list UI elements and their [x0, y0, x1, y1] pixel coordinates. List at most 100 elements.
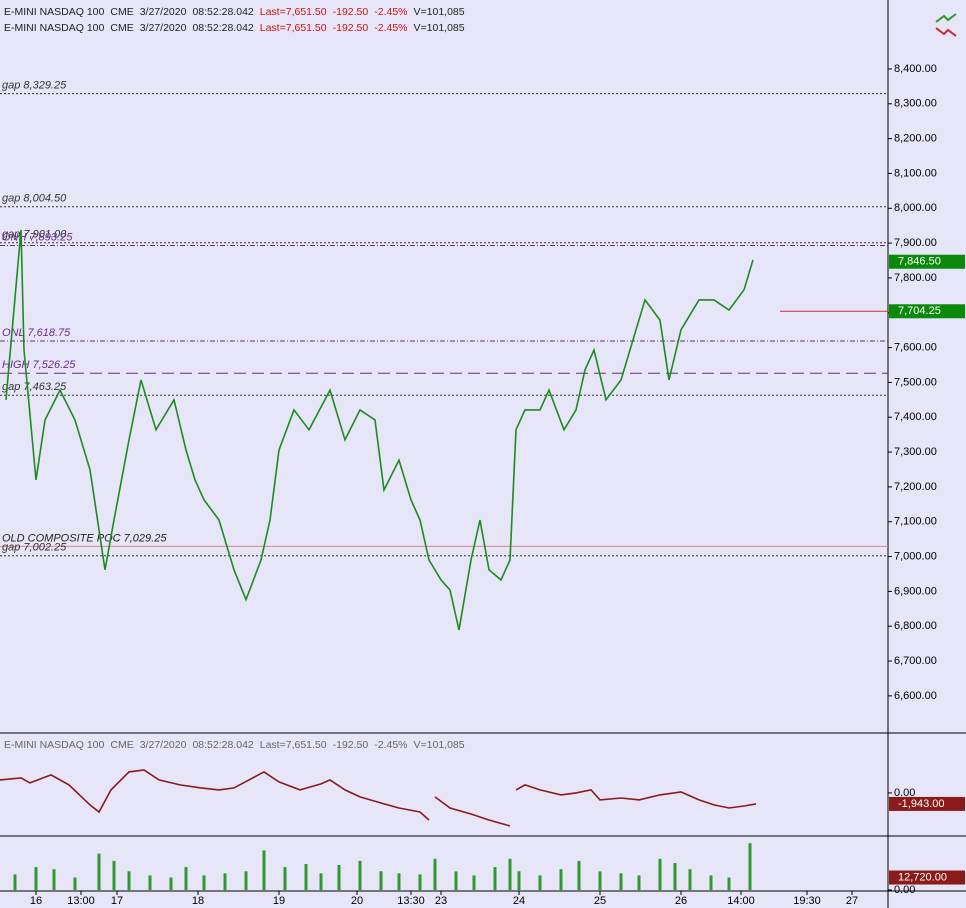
y-tick-label: 6,600.00 — [894, 690, 937, 702]
header-pct: -2.45% — [374, 22, 407, 34]
x-tick-label: 18 — [192, 895, 204, 907]
price-tag-label: -1,943.00 — [898, 798, 944, 810]
volume-bar — [598, 871, 602, 890]
volume-bar — [148, 875, 152, 890]
x-tick-label: 24 — [513, 895, 525, 907]
volume-bar — [658, 858, 662, 890]
volume-bar — [73, 877, 77, 890]
y-tick-label: 8,400.00 — [894, 63, 937, 75]
level-label: gap 7,901.00 — [2, 229, 67, 241]
header-last: Last=7,651.50 — [260, 22, 327, 34]
volume-bar — [418, 874, 422, 890]
header-change: -192.50 — [333, 22, 369, 34]
x-tick-label: 20 — [351, 895, 363, 907]
y-tick-label: 7,300.00 — [894, 446, 937, 458]
volume-bar — [202, 875, 206, 890]
x-tick-label: 23 — [435, 895, 447, 907]
x-tick-label: 16 — [30, 895, 42, 907]
y-tick-label: 7,500.00 — [894, 376, 937, 388]
y-tick-label: 0.00 — [894, 787, 915, 799]
y-tick-label: 7,400.00 — [894, 411, 937, 423]
volume-bar — [619, 873, 623, 890]
series-line — [0, 769, 757, 827]
header-date: 3/27/2020 — [140, 22, 187, 34]
volume-bar — [358, 860, 362, 890]
y-tick-label: 0.00 — [894, 884, 915, 896]
x-tick-label: 13:30 — [397, 895, 425, 907]
x-tick-label: 19 — [273, 895, 285, 907]
header-symbol: E-MINI NASDAQ 100 — [4, 22, 105, 34]
header-volume: V=101,085 — [414, 6, 465, 18]
volume-bar — [508, 858, 512, 890]
volume-bar — [673, 862, 677, 890]
y-tick-label: 7,100.00 — [894, 516, 937, 528]
y-tick-label: 8,200.00 — [894, 133, 937, 145]
x-tick-label: 14:00 — [727, 895, 755, 907]
x-tick-label: 13:00 — [67, 895, 95, 907]
y-tick-label: 7,600.00 — [894, 341, 937, 353]
y-tick-label: 8,000.00 — [894, 202, 937, 214]
level-label: OLD COMPOSITE POC 7,029.25 — [2, 532, 167, 544]
header-pct: -2.45% — [374, 739, 407, 751]
level-label: HIGH 7,526.25 — [2, 359, 76, 371]
volume-bar — [319, 873, 323, 890]
volume-bar — [337, 865, 341, 890]
volume-bar — [577, 860, 581, 890]
header-volume: V=101,085 — [414, 22, 465, 34]
volume-bar — [748, 843, 752, 890]
y-tick-label: 7,000.00 — [894, 550, 937, 562]
header-exchange: CME — [110, 739, 133, 751]
header-last: Last=7,651.50 — [260, 739, 327, 751]
volume-bar — [454, 871, 458, 890]
header-time: 08:52:28.042 — [192, 6, 253, 18]
header-exchange: CME — [110, 22, 133, 34]
level-label: ONL 7,618.75 — [2, 327, 71, 339]
y-tick-label: 6,800.00 — [894, 620, 937, 632]
y-tick-label: 6,700.00 — [894, 655, 937, 667]
volume-bar — [493, 867, 497, 890]
level-label: ONH 7,893.25 — [2, 231, 73, 243]
volume-bar — [112, 860, 116, 890]
y-tick-label: 7,800.00 — [894, 272, 937, 284]
header-symbol: E-MINI NASDAQ 100 — [4, 739, 105, 751]
header-exchange: CME — [110, 6, 133, 18]
x-tick-label: 19:30 — [793, 895, 821, 907]
header-volume: V=101,085 — [414, 739, 465, 751]
volume-bar — [34, 867, 38, 890]
volume-bar — [169, 877, 173, 890]
price-tag-label: 7,846.50 — [898, 256, 941, 268]
volume-bar — [727, 877, 731, 890]
y-tick-label: 7,900.00 — [894, 237, 937, 249]
header-change: -192.50 — [333, 6, 369, 18]
level-label: gap 8,004.50 — [2, 193, 67, 205]
volume-bar — [472, 875, 476, 890]
header-date: 3/27/2020 — [140, 6, 187, 18]
x-tick-label: 27 — [846, 895, 858, 907]
volume-bar — [184, 867, 188, 890]
level-label: gap 8,329.25 — [2, 80, 67, 92]
x-tick-label: 17 — [111, 895, 123, 907]
volume-bar — [688, 869, 692, 890]
volume-bar — [517, 871, 521, 890]
price-tag-label: 12,720.00 — [898, 871, 947, 883]
price-tag-label: 7,704.25 — [898, 305, 941, 317]
header: E-MINI NASDAQ 100 CME 3/27/2020 08:52:28.04… — [4, 22, 465, 34]
toolbar-icon[interactable] — [935, 13, 957, 37]
volume-bar — [637, 875, 641, 890]
x-tick-label: 25 — [594, 895, 606, 907]
y-tick-label: 7,200.00 — [894, 481, 937, 493]
series-line — [5, 229, 754, 631]
volume-bar — [433, 858, 437, 890]
header-pct: -2.45% — [374, 6, 407, 18]
price-tag — [889, 304, 965, 319]
volume-bar — [283, 867, 287, 890]
price-tag — [889, 796, 965, 811]
x-tick-label: 26 — [675, 895, 687, 907]
volume-bar — [127, 871, 131, 890]
header-symbol: E-MINI NASDAQ 100 — [4, 6, 105, 18]
header: E-MINI NASDAQ 100 CME 3/27/2020 08:52:28.04… — [4, 739, 465, 751]
header-date: 3/27/2020 — [140, 739, 187, 751]
